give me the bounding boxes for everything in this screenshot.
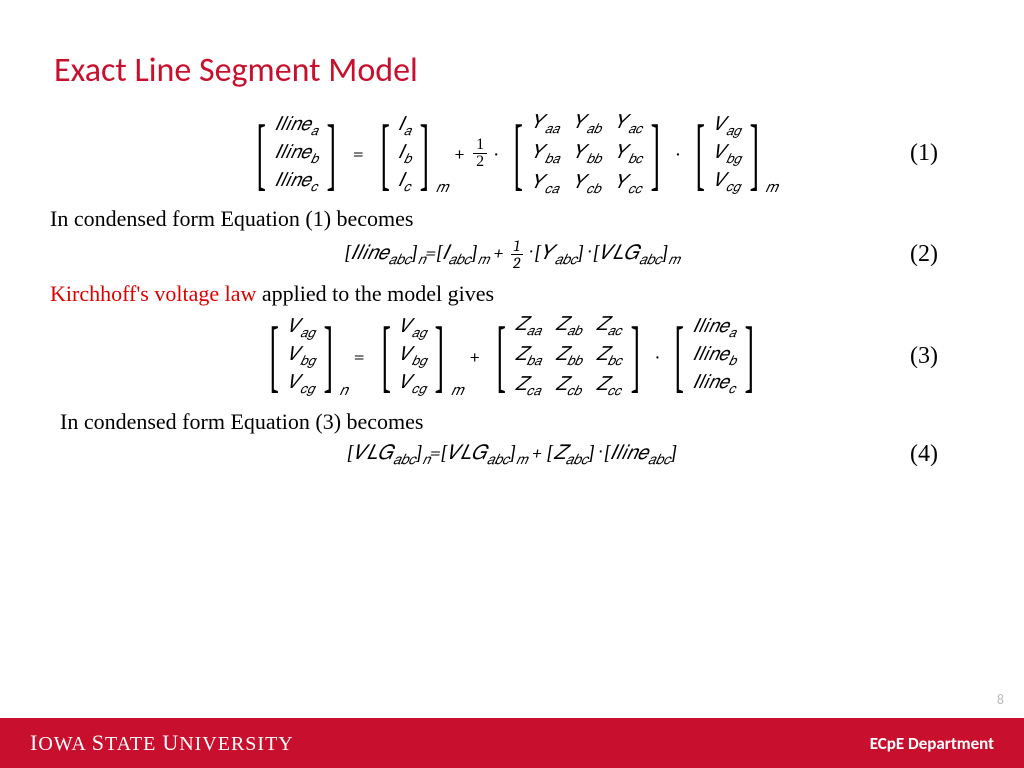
kvl-highlight: Kirchhoff's voltage law	[50, 281, 256, 306]
slide-footer: IOWA STATE UNIVERSITY ECpE Department	[0, 718, 1024, 768]
equation-1: [ 𝐼𝑙𝑖𝑛𝑒𝑎 𝐼𝑙𝑖𝑛𝑒𝑏 𝐼𝑙𝑖𝑛𝑒𝑐 ] = [ 𝐼𝑎 𝐼𝑏 𝐼𝑐 ] …	[46, 111, 978, 196]
eq-number-1: (1)	[910, 140, 938, 167]
equation-2: [𝐼𝑙𝑖𝑛𝑒𝑎𝑏𝑐]𝑛=[𝐼𝑎𝑏𝑐]𝑚 + 12 · [𝑌𝑎𝑏𝑐] · [𝑉𝐿𝐺…	[46, 238, 978, 271]
text-condensed-3: In condensed form Equation (3) becomes	[60, 409, 978, 435]
equation-4: [𝑉𝐿𝐺𝑎𝑏𝑐]𝑛=[𝑉𝐿𝐺𝑎𝑏𝑐]𝑚 + [𝑍𝑎𝑏𝑐] · [𝐼𝑙𝑖𝑛𝑒𝑎𝑏𝑐…	[46, 441, 978, 468]
eq-number-2: (2)	[910, 241, 938, 268]
department-label: ECpE Department	[870, 733, 994, 754]
slide-content: [ 𝐼𝑙𝑖𝑛𝑒𝑎 𝐼𝑙𝑖𝑛𝑒𝑏 𝐼𝑙𝑖𝑛𝑒𝑐 ] = [ 𝐼𝑎 𝐼𝑏 𝐼𝑐 ] …	[46, 105, 978, 474]
text-kvl: Kirchhoff's voltage law applied to the m…	[50, 281, 978, 307]
eq-number-3: (3)	[910, 343, 938, 370]
eq-number-4: (4)	[910, 441, 938, 468]
slide-title: Exact Line Segment Model	[54, 50, 418, 91]
equation-3: [ 𝑉𝑎𝑔 𝑉𝑏𝑔 𝑉𝑐𝑔 ] 𝑛 = [ 𝑉𝑎𝑔 𝑉𝑏𝑔 𝑉𝑐𝑔 ] 𝑚 + …	[46, 313, 978, 398]
text-condensed-1: In condensed form Equation (1) becomes	[50, 206, 978, 232]
page-number: 8	[997, 691, 1004, 708]
university-logo: IOWA STATE UNIVERSITY	[30, 730, 294, 756]
